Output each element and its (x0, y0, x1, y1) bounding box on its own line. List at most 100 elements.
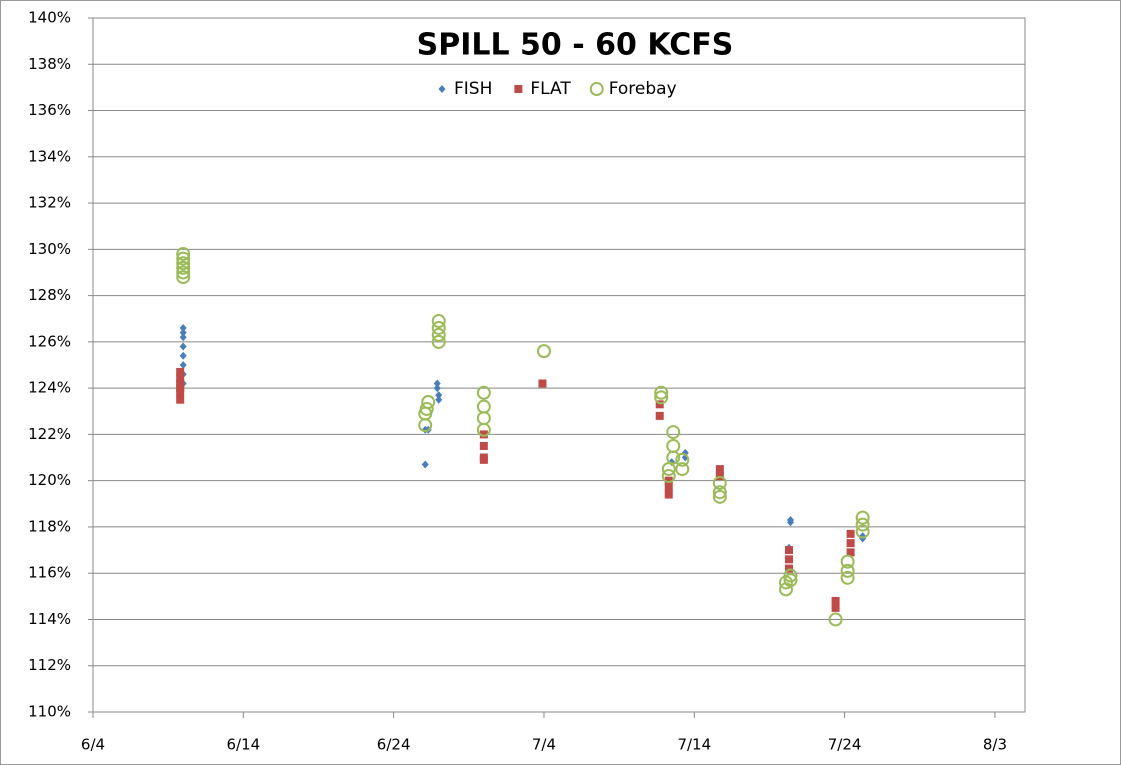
point (846, 539, 855, 548)
y-tick-label: 118% (28, 517, 71, 535)
point (179, 351, 187, 360)
point (431, 320, 446, 335)
y-tick-label: 132% (28, 194, 71, 212)
point (661, 469, 676, 484)
point (176, 374, 185, 383)
point (675, 462, 690, 477)
point (435, 395, 443, 404)
x-tick-label: 7/14 (677, 736, 711, 754)
point (176, 270, 191, 285)
point (176, 251, 191, 266)
legend-label: FISH (454, 79, 492, 99)
point (179, 361, 187, 369)
point (846, 529, 855, 538)
point (536, 344, 551, 359)
point (666, 450, 681, 465)
point (479, 455, 488, 464)
y-tick-label: 124% (28, 379, 71, 397)
x-tick-label: 7/24 (828, 736, 862, 754)
point (654, 390, 669, 405)
point (846, 548, 855, 557)
point (179, 342, 187, 351)
point (664, 476, 673, 485)
y-tick-label: 136% (28, 101, 71, 119)
point (664, 483, 673, 492)
point (176, 395, 185, 404)
point (783, 568, 798, 583)
point (664, 490, 673, 499)
point (419, 401, 434, 416)
point (431, 314, 446, 329)
point (431, 327, 446, 342)
point (655, 411, 664, 420)
legend-symbol (514, 85, 523, 93)
point (479, 441, 488, 450)
point (421, 395, 436, 410)
x-tick-label: 6/24 (377, 736, 411, 754)
y-tick-label: 110% (28, 703, 71, 721)
x-tick-label: 7/4 (532, 736, 556, 754)
point (655, 400, 664, 409)
y-tick-label: 126% (28, 332, 71, 350)
point (179, 328, 187, 337)
point (176, 246, 191, 261)
y-tick-label: 138% (28, 55, 71, 73)
point (176, 256, 191, 271)
chart-title: SPILL 50 - 60 KCFS (417, 28, 734, 63)
point (855, 524, 870, 539)
point (661, 462, 676, 477)
legend-label: FLAT (530, 79, 571, 99)
point (654, 385, 669, 400)
point (831, 596, 840, 605)
point (666, 425, 681, 440)
point (433, 384, 441, 393)
point (435, 391, 443, 400)
point (431, 334, 446, 349)
point (712, 489, 727, 504)
point (783, 573, 798, 588)
point (855, 517, 870, 532)
y-tick-label: 114% (28, 610, 71, 628)
point (179, 333, 187, 342)
point (840, 563, 855, 578)
point (675, 452, 690, 467)
point (712, 475, 727, 490)
y-tick-label: 120% (28, 471, 71, 489)
point (476, 422, 491, 437)
y-tick-label: 116% (28, 564, 71, 582)
point (476, 385, 491, 400)
point (176, 265, 191, 280)
y-tick-label: 128% (28, 286, 71, 304)
legend-symbol (589, 82, 604, 96)
y-tick-label: 112% (28, 656, 71, 674)
x-tick-label: 6/14 (226, 736, 260, 754)
point (828, 612, 843, 627)
legend-symbol (438, 85, 446, 93)
y-tick-label: 134% (28, 147, 71, 165)
y-tick-label: 140% (28, 9, 71, 27)
point (176, 379, 185, 388)
x-tick-label: 6/4 (81, 736, 105, 754)
point (421, 460, 429, 469)
point (855, 510, 870, 525)
y-tick-label: 122% (28, 425, 71, 443)
point (840, 570, 855, 585)
y-tick-label: 130% (28, 240, 71, 258)
point (176, 388, 185, 397)
x-tick-label: 8/3 (983, 736, 1007, 754)
point (538, 379, 547, 388)
point (784, 555, 793, 564)
point (479, 430, 488, 439)
point (840, 554, 855, 569)
point (786, 515, 794, 524)
point (176, 367, 185, 376)
point (712, 485, 727, 500)
point (784, 564, 793, 573)
legend-label: Forebay (609, 79, 677, 99)
point (715, 465, 724, 474)
point (176, 384, 185, 393)
point (784, 546, 793, 555)
point (831, 603, 840, 612)
